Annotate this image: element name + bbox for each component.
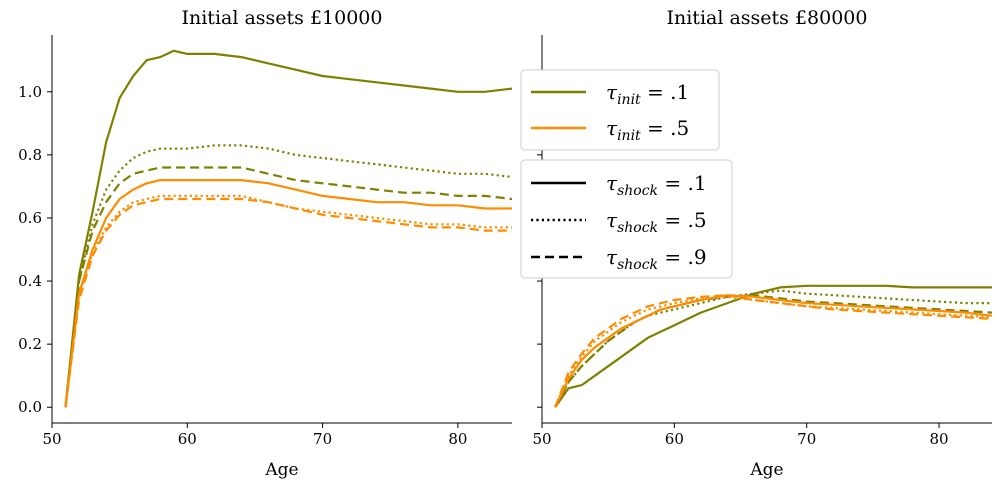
legend-init-label: τinit = .1 bbox=[606, 80, 689, 108]
series-line-olive-dashed bbox=[554, 294, 993, 408]
series-line-orange-dashed bbox=[64, 197, 512, 408]
x-tick-label: 60 bbox=[178, 430, 197, 448]
legend-init-label: τinit = .5 bbox=[606, 116, 689, 144]
legend-initial-tau: τinit = .1 τinit = .5 bbox=[520, 69, 720, 151]
legend-init-box bbox=[520, 69, 720, 151]
series-line-orange-dotted bbox=[554, 295, 993, 408]
y-tick-label: 0.4 bbox=[18, 272, 42, 290]
legend-shock-label: τshock = .9 bbox=[606, 245, 707, 273]
y-tick-label: 0.2 bbox=[18, 335, 42, 353]
y-tick-label: 1.0 bbox=[18, 83, 42, 101]
x-tick-label: 50 bbox=[532, 430, 551, 448]
series-line-orange-solid bbox=[554, 294, 993, 408]
panel-title: Initial assets £10000 bbox=[181, 7, 382, 29]
series-line-olive-dashed bbox=[64, 166, 513, 408]
series-line-olive-solid bbox=[64, 49, 513, 408]
series-line-orange-dotted bbox=[64, 194, 512, 408]
series-line-olive-dotted bbox=[64, 144, 513, 408]
y-tick-label: 0.0 bbox=[18, 398, 42, 416]
x-tick-label: 50 bbox=[42, 430, 61, 448]
x-tick-label: 80 bbox=[930, 430, 949, 448]
legend-shock-label: τshock = .5 bbox=[606, 208, 707, 236]
legend-shock-label: τshock = .1 bbox=[606, 171, 707, 199]
x-axis-label: Age bbox=[749, 460, 783, 480]
x-tick-label: 70 bbox=[797, 430, 816, 448]
y-tick-label: 0.8 bbox=[18, 146, 42, 164]
series-line-orange-dashed bbox=[554, 294, 993, 408]
legend-shock-tau: τshock = .1 τshock = .5 τshock = .9 bbox=[520, 159, 733, 279]
x-tick-label: 70 bbox=[313, 430, 332, 448]
panel-title: Initial assets £80000 bbox=[666, 7, 867, 29]
legend-shock-box bbox=[520, 159, 733, 279]
x-axis-label: Age bbox=[264, 460, 298, 480]
series-line-olive-solid bbox=[554, 284, 992, 408]
left-panel: Initial assets £10000 50 60 70 80 0.0 0.2 0.4 0.… bbox=[18, 7, 513, 480]
right-panel: Initial assets £80000 50 60 70 80 Age bbox=[532, 7, 993, 480]
x-tick-label: 80 bbox=[448, 430, 467, 448]
x-tick-label: 60 bbox=[665, 430, 684, 448]
y-tick-label: 0.6 bbox=[18, 209, 42, 227]
series-line-orange-solid bbox=[64, 179, 512, 408]
